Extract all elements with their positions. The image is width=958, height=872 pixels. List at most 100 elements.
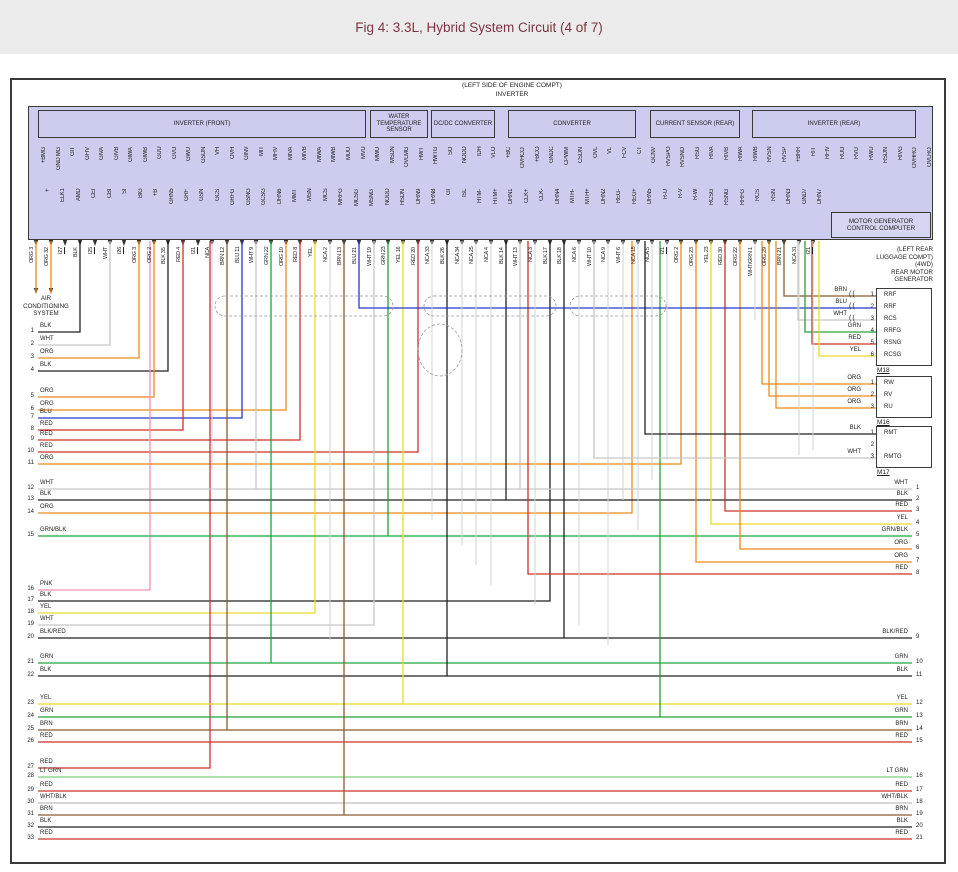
connector-pin-label: RU — [884, 404, 893, 410]
pin-label-bottom: CEI — [91, 189, 98, 199]
pin-label-bottom: GRFG — [230, 189, 237, 206]
wire-label: I26 — [117, 247, 123, 254]
wire-row-number: 3 — [30, 354, 34, 360]
wire-row-number: 21 — [27, 659, 34, 665]
pin-label-bottom: MMT — [292, 189, 299, 202]
wire-row-number: 27 — [27, 764, 34, 770]
wire-row-number: 29 — [27, 787, 34, 793]
wire-row-number: 3 — [916, 507, 920, 513]
title-bar: Fig 4: 3.3L, Hybrid System Circuit (4 of… — [0, 0, 958, 54]
wire-row-number: 15 — [916, 738, 923, 744]
pin-label-bottom: HTM- — [477, 189, 484, 203]
wire-color-label: PNK — [40, 581, 53, 587]
wire-color-label: RED — [40, 443, 53, 449]
connector-pin-number: 1 — [870, 380, 874, 386]
wire-label: RED 20 — [411, 247, 417, 265]
pin-label-top: MWU — [375, 147, 382, 162]
wire-label: BRN 12 — [220, 247, 226, 265]
connector-wire-color-label: YEL — [849, 347, 861, 353]
wire-color-label: YEL — [896, 695, 908, 701]
pin-label-top: GFIV — [84, 147, 91, 160]
connector-section: INVERTER (REAR) — [752, 110, 916, 138]
pin-label-bottom: CLK- — [539, 189, 546, 202]
wire-color-label: RED — [895, 830, 908, 836]
wire-color-label: BRN — [40, 721, 53, 727]
wire-color-label: YEL — [896, 515, 908, 521]
wire-label: NCA 33 — [425, 247, 431, 265]
pin-label-top: +BCO — [534, 147, 541, 163]
wire-label: I25 — [88, 247, 94, 254]
wire-row-number: 17 — [27, 597, 34, 603]
wire-label: ORG 22 — [733, 247, 739, 266]
wire-label: ORG 3 — [132, 247, 138, 263]
pin-label-bottom: R-V — [678, 189, 685, 199]
wire-row-number: 13 — [916, 713, 923, 719]
wire-label: NCA 5 — [645, 247, 651, 262]
wire-label: BLU 11 — [235, 247, 241, 264]
wire-label: NCA 3 — [528, 247, 534, 262]
wire-row-number: 7 — [30, 414, 34, 420]
pin-label-bottom: DRN8 — [431, 189, 437, 205]
connector-pin-number: 4 — [870, 328, 874, 334]
wire-row-number: 8 — [916, 570, 920, 576]
pin-label-top: OVHCO — [520, 147, 527, 168]
connector-pin-label: RRFG — [884, 328, 901, 334]
pin-label-top: GIT — [70, 147, 77, 157]
connector-pin-number: 3 — [870, 454, 874, 460]
pin-label-top: HWTG — [433, 147, 440, 165]
connector-section: INVERTER (FRONT) — [38, 110, 366, 138]
pin-label-top: OVL — [592, 147, 599, 159]
wire-row-number: 12 — [916, 700, 923, 706]
rear-motor-generator-label: (LEFT REAR LUGGAGE COMPT) (4WD) REAR MOTOR G… — [836, 246, 933, 284]
wire-label: BLK 17 — [543, 247, 549, 264]
pin-label-top: MIWA — [316, 147, 323, 162]
pin-label-top: RIWB — [752, 147, 759, 162]
pin-label-top: RIT — [810, 147, 817, 156]
inline-connector-symbol: (( — [849, 303, 856, 310]
pin-label-bottom: GSNG — [245, 189, 252, 206]
wire-label: NCA 9 — [601, 247, 607, 262]
connector-section: WATER TEMPERATURE SENSOR — [370, 110, 428, 138]
pin-label-bottom: GSN — [199, 189, 206, 202]
pin-label-bottom: MTH- — [569, 189, 576, 203]
pin-label-top: RSG — [694, 147, 701, 160]
wire-row-number: 26 — [27, 738, 34, 744]
pin-label-bottom: DRN1 — [508, 189, 515, 205]
connector-pin-number: 2 — [870, 392, 874, 398]
wire-label: BLK 18 — [557, 247, 563, 264]
pin-label-top: RIWA — [738, 147, 745, 162]
rear-connector-id: M16 — [877, 419, 890, 426]
wire-row-number: 10 — [27, 448, 34, 454]
wire-color-label: WHT/BLK — [881, 794, 908, 800]
wire-label: NCA 2 — [323, 247, 329, 262]
wire-row-number: 19 — [916, 811, 923, 817]
wire-row-number: 9 — [30, 436, 34, 442]
wire-label: ORG 2 — [674, 247, 680, 263]
wire-row-number: 6 — [916, 545, 920, 551]
pin-label-top: MIVA — [287, 147, 294, 161]
pin-label-top: OVLMG — [404, 147, 411, 168]
connector-section: CONVERTER — [508, 110, 636, 138]
pin-label-top: MIWB — [331, 147, 338, 163]
wire-row-number: 4 — [916, 520, 920, 526]
pin-label-bottom: DRN7 — [817, 189, 823, 205]
pin-label-bottom: NODD — [384, 189, 391, 206]
pin-label-top: RVSP — [781, 147, 788, 163]
wire-color-label: BLK — [40, 323, 52, 329]
pin-label-bottom: RCS — [755, 189, 762, 201]
wire-row-number: 1 — [30, 328, 34, 334]
wire-row-number: 16 — [916, 773, 923, 779]
wire-label: NCA — [205, 247, 211, 258]
pin-label-top: RUU — [839, 147, 846, 160]
pin-label-bottom: MCS — [322, 189, 329, 202]
wire-color-label: YEL — [40, 695, 52, 701]
pin-label-top: MIVB — [302, 147, 309, 161]
pin-label-top: HWT — [418, 147, 425, 160]
wire-row-number: 10 — [916, 659, 923, 665]
wire-color-label: BRN — [895, 721, 908, 727]
connector-pin-label: RMTG — [884, 454, 902, 460]
wire-label: RED 4 — [176, 247, 182, 262]
pin-label-top: CT — [636, 147, 643, 155]
connector-pin-number: 2 — [870, 442, 874, 448]
rear-connector-box — [876, 288, 932, 366]
